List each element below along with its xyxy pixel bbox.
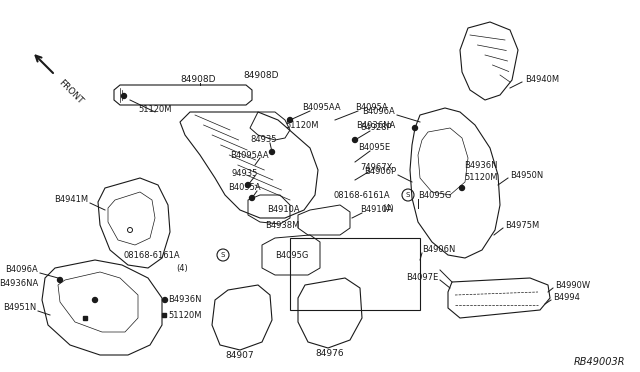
Text: 51120M: 51120M xyxy=(464,173,497,183)
Bar xyxy=(83,316,87,320)
Text: 94935: 94935 xyxy=(232,169,259,177)
Text: 51120M: 51120M xyxy=(168,311,202,320)
Text: 51120M: 51120M xyxy=(138,106,172,115)
Text: B4936N: B4936N xyxy=(168,295,202,305)
Text: FRONT: FRONT xyxy=(57,78,85,106)
Text: 51120M: 51120M xyxy=(285,121,319,129)
Text: B4096A: B4096A xyxy=(362,108,395,116)
Text: B4095G: B4095G xyxy=(275,250,308,260)
Circle shape xyxy=(122,93,127,99)
Circle shape xyxy=(353,138,358,142)
Text: 84935: 84935 xyxy=(250,135,276,144)
Text: B4951N: B4951N xyxy=(3,304,36,312)
Text: 08168-6161A: 08168-6161A xyxy=(124,250,180,260)
Bar xyxy=(162,313,166,317)
Text: B4990W: B4990W xyxy=(555,280,590,289)
Circle shape xyxy=(163,298,168,302)
Text: B4095E: B4095E xyxy=(358,144,390,153)
Text: B4938M: B4938M xyxy=(266,221,300,230)
Text: 84908D: 84908D xyxy=(243,71,278,80)
Text: B4906P: B4906P xyxy=(364,167,396,176)
Circle shape xyxy=(460,186,465,190)
Circle shape xyxy=(269,150,275,154)
Text: 84907: 84907 xyxy=(226,350,254,359)
Text: 84976: 84976 xyxy=(316,349,344,357)
Circle shape xyxy=(287,118,292,122)
Text: S: S xyxy=(221,252,225,258)
Text: B4096A: B4096A xyxy=(5,266,38,275)
Circle shape xyxy=(58,278,63,282)
Text: (4): (4) xyxy=(382,203,394,212)
Circle shape xyxy=(93,298,97,302)
Text: B4910A: B4910A xyxy=(268,205,300,215)
Text: 84908D: 84908D xyxy=(180,76,216,84)
Text: B4941M: B4941M xyxy=(54,196,88,205)
Text: 84928P: 84928P xyxy=(360,124,392,132)
Text: B4095AA: B4095AA xyxy=(230,151,269,160)
Text: 74967X: 74967X xyxy=(360,164,392,173)
Circle shape xyxy=(413,125,417,131)
Text: B4906N: B4906N xyxy=(422,246,456,254)
Text: B4950N: B4950N xyxy=(510,170,543,180)
Text: B4095A: B4095A xyxy=(228,183,260,192)
Text: (4): (4) xyxy=(176,263,188,273)
Text: B4936N: B4936N xyxy=(464,160,497,170)
Circle shape xyxy=(250,196,255,201)
Text: B4975M: B4975M xyxy=(505,221,540,230)
Text: B4994: B4994 xyxy=(553,294,580,302)
Text: B4095G: B4095G xyxy=(418,192,451,201)
Text: B4095A: B4095A xyxy=(355,103,388,112)
Text: B4095AA: B4095AA xyxy=(302,103,340,112)
Text: S: S xyxy=(406,192,410,198)
Circle shape xyxy=(246,183,250,187)
Text: B4940M: B4940M xyxy=(525,76,559,84)
Text: B4936NA: B4936NA xyxy=(0,279,38,288)
Text: RB49003R: RB49003R xyxy=(573,357,625,367)
Text: B4936NA: B4936NA xyxy=(356,121,395,129)
Text: B4910A: B4910A xyxy=(360,205,392,215)
Text: 08168-6161A: 08168-6161A xyxy=(333,192,390,201)
Text: B4097E: B4097E xyxy=(406,273,438,282)
